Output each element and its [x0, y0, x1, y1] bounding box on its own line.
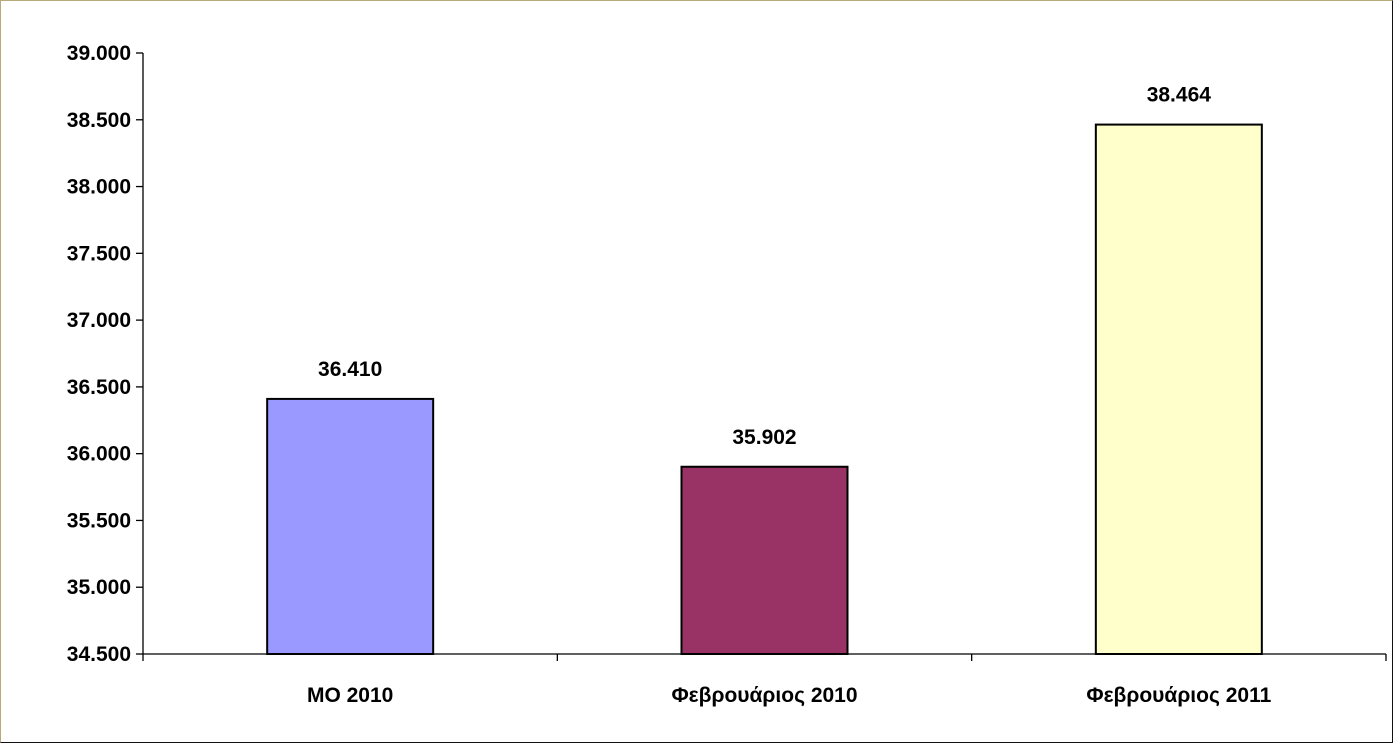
x-category-label: Φεβρουάριος 2011 [1086, 684, 1271, 707]
x-axis: ΜΟ 2010 Φεβρουάριος 2010 Φεβρουάριος 2011 [142, 653, 1387, 707]
bar-value-label: 36.410 [318, 358, 382, 381]
y-tick-label: 35.000 [67, 576, 131, 599]
y-tick-label: 39.000 [67, 42, 131, 65]
y-tick-label: 35.500 [67, 509, 131, 532]
data-labels: 36.410 35.902 38.464 [318, 84, 1211, 449]
y-tick-label: 37.500 [67, 242, 131, 265]
y-tick-label: 36.500 [67, 376, 131, 399]
y-axis: 34.500 35.000 35.500 36.000 36.500 37.000 37.5… [67, 42, 144, 666]
y-tick-label: 38.500 [67, 109, 131, 132]
x-category-label: Φεβρουάριος 2010 [671, 684, 857, 707]
y-tick-label: 38.000 [67, 176, 131, 199]
x-category-label: ΜΟ 2010 [307, 684, 393, 707]
y-tick-label: 37.000 [67, 309, 131, 332]
bar-value-label: 38.464 [1147, 84, 1212, 107]
bar [680, 465, 849, 655]
y-tick-label: 36.000 [67, 443, 131, 466]
bar [266, 397, 435, 655]
bars [266, 123, 1263, 656]
y-tick-label: 34.500 [67, 643, 131, 666]
bar-value-label: 35.902 [732, 426, 796, 449]
bar [1094, 123, 1263, 656]
